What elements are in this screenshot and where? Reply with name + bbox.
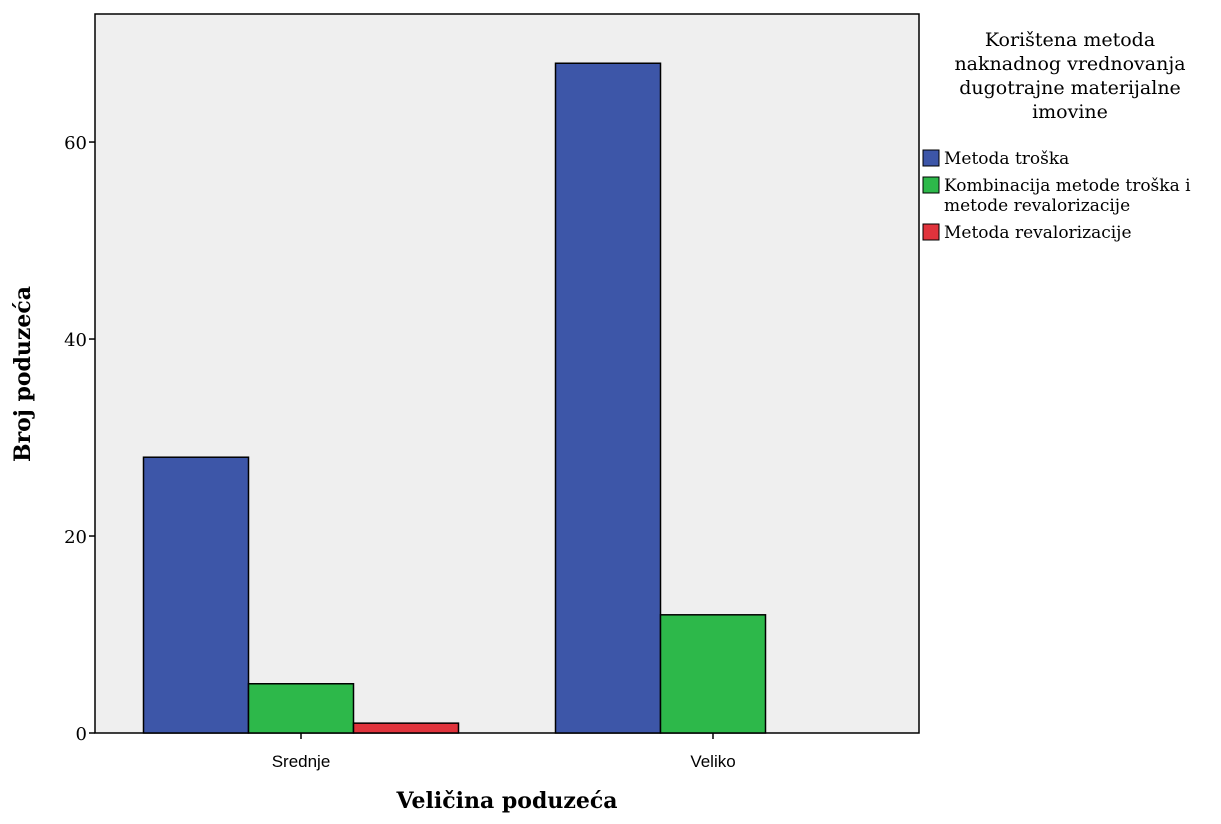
x-tick-label: Srednje: [272, 752, 331, 771]
x-axis: Srednje Veliko: [272, 733, 736, 771]
y-axis: 0 20 40 60: [64, 133, 95, 745]
bar: [247, 683, 355, 734]
y-axis-label: Broj poduzeća: [10, 286, 36, 462]
bars: [142, 62, 767, 734]
y-tick-label: 40: [64, 330, 87, 351]
legend-swatch: [922, 223, 940, 241]
legend-label: metode revalorizacije: [944, 196, 1130, 216]
y-tick-label: 20: [64, 527, 87, 548]
bar: [352, 722, 460, 734]
x-tick-label: Veliko: [690, 752, 735, 771]
legend-title-line: imovine: [1032, 101, 1108, 123]
x-axis-label: Veličina poduzeća: [396, 788, 618, 814]
legend-title-line: dugotrajne materijalne: [959, 77, 1181, 99]
legend-swatch: [922, 149, 940, 167]
legend-label: Metoda troška: [944, 149, 1069, 169]
legend-label: Kombinacija metode troška i: [944, 176, 1191, 196]
legend-swatch: [922, 176, 940, 194]
bar: [554, 62, 662, 734]
legend-title-line: naknadnog vrednovanja: [954, 53, 1185, 75]
legend-label: Metoda revalorizacije: [944, 223, 1132, 243]
y-tick-label: 0: [76, 724, 87, 745]
legend-title-line: Korištena metoda: [985, 29, 1155, 51]
y-tick-label: 60: [64, 133, 87, 154]
bar: [142, 456, 250, 734]
bar: [659, 614, 767, 734]
